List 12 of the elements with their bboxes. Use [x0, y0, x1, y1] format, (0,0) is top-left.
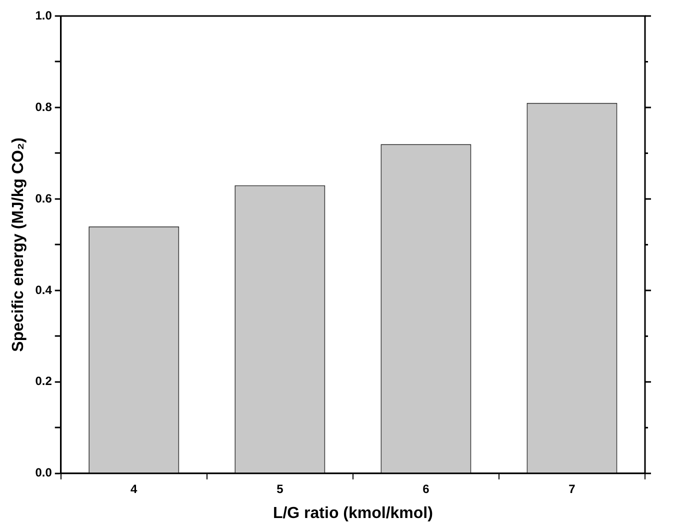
y-axis-title: Specific energy (MJ/kg CO₂) — [10, 138, 28, 352]
x-tick-label: 6 — [422, 482, 430, 496]
x-tick-label: 7 — [568, 482, 576, 496]
y-tick-label: 0.2 — [35, 374, 52, 388]
x-tick-label: 4 — [130, 482, 138, 496]
y-tick-label: 0.4 — [35, 282, 52, 297]
x-tick-label: 5 — [276, 482, 284, 496]
y-tick-label: 1.0 — [35, 8, 52, 22]
x-axis-title: L/G ratio (kmol/kmol) — [272, 504, 433, 522]
y-tick-label: 0.8 — [35, 100, 52, 114]
y-tick-label: 0.0 — [35, 466, 52, 480]
y-tick-label: 0.6 — [35, 191, 52, 206]
